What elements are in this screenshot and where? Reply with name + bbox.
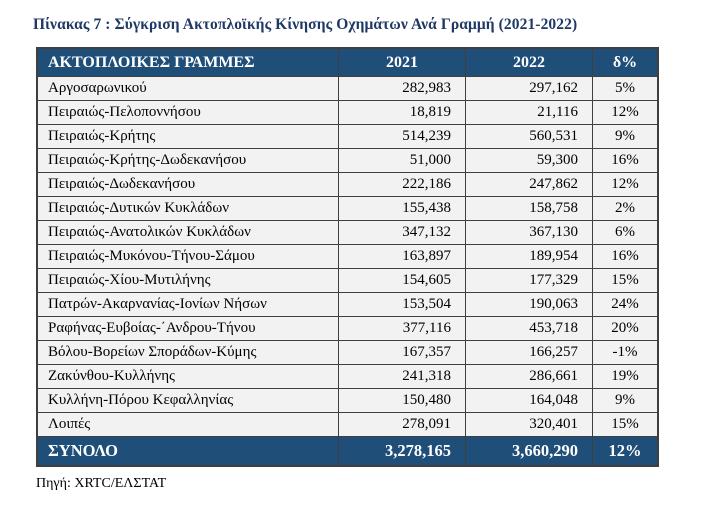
table-row: Ζακύνθου-Κυλλήνης 241,318 286,661 19% [36, 364, 659, 389]
value-2021: 241,318 [338, 364, 466, 389]
table-row: Πατρών-Ακαρνανίας-Ιονίων Νήσων 153,504 1… [36, 292, 659, 317]
value-2022: 247,862 [465, 172, 593, 197]
delta-percent: 16% [592, 244, 659, 269]
value-2022: 166,257 [465, 340, 593, 365]
value-2022: 560,531 [465, 124, 593, 149]
total-delta: 12% [592, 436, 659, 467]
table-row: Βόλου-Βορείων Σποράδων-Κύμης 167,357 166… [36, 340, 659, 365]
value-2022: 164,048 [465, 388, 593, 413]
value-2021: 51,000 [338, 148, 466, 173]
value-2022: 367,130 [465, 220, 593, 245]
header-2022: 2022 [465, 47, 593, 77]
delta-percent: 15% [592, 268, 659, 293]
route-name: Πειραιώς-Μυκόνου-Τήνου-Σάμου [36, 244, 339, 269]
route-name: Ζακύνθου-Κυλλήνης [36, 364, 339, 389]
delta-percent: 12% [592, 100, 659, 125]
route-name: Πειραιώς-Δυτικών Κυκλάδων [36, 196, 339, 221]
value-2022: 59,300 [465, 148, 593, 173]
table-row: Κυλλήνη-Πόρου Κεφαλληνίας 150,480 164,04… [36, 388, 659, 413]
value-2022: 320,401 [465, 412, 593, 437]
table-row: Πειραιώς-Δυτικών Κυκλάδων 155,438 158,75… [36, 196, 659, 221]
value-2021: 163,897 [338, 244, 466, 269]
route-name: Κυλλήνη-Πόρου Κεφαλληνίας [36, 388, 339, 413]
table-row: Πειραιώς-Χίου-Μυτιλήνης 154,605 177,329 … [36, 268, 659, 293]
value-2021: 154,605 [338, 268, 466, 293]
value-2022: 158,758 [465, 196, 593, 221]
route-name: Πατρών-Ακαρνανίας-Ιονίων Νήσων [36, 292, 339, 317]
value-2021: 150,480 [338, 388, 466, 413]
table-row: Λοιπές 278,091 320,401 15% [36, 412, 659, 437]
route-name: Πειραιώς-Πελοποννήσου [36, 100, 339, 125]
value-2022: 21,116 [465, 100, 593, 125]
value-2021: 282,983 [338, 76, 466, 101]
table-total-row: ΣΥΝΟΛΟ 3,278,165 3,660,290 12% [36, 436, 659, 467]
route-name: Βόλου-Βορείων Σποράδων-Κύμης [36, 340, 339, 365]
table-row: Πειραιώς-Πελοποννήσου 18,819 21,116 12% [36, 100, 659, 125]
delta-percent: 9% [592, 388, 659, 413]
route-name: Πειραιώς-Χίου-Μυτιλήνης [36, 268, 339, 293]
delta-percent: 24% [592, 292, 659, 317]
delta-percent: -1% [592, 340, 659, 365]
route-name: Αργοσαρωνικού [36, 76, 339, 101]
route-name: Πειραιώς-Δωδεκανήσου [36, 172, 339, 197]
value-2022: 453,718 [465, 316, 593, 341]
header-delta: δ% [592, 47, 659, 77]
route-name: Πειραιώς-Ανατολικών Κυκλάδων [36, 220, 339, 245]
value-2022: 286,661 [465, 364, 593, 389]
delta-percent: 20% [592, 316, 659, 341]
route-name: Ραφήνας-Ευβοίας-΄Ανδρου-Τήνου [36, 316, 339, 341]
value-2021: 222,186 [338, 172, 466, 197]
value-2021: 18,819 [338, 100, 466, 125]
report-page: Πίνακας 7 : Σύγκριση Ακτοπλοϊκής Κίνησης… [33, 16, 659, 491]
route-name: Πειραιώς-Κρήτης-Δωδεκανήσου [36, 148, 339, 173]
header-lines: ΑΚΤΟΠΛΟΙΚΕΣ ΓΡΑΜΜΕΣ [36, 47, 339, 77]
delta-percent: 19% [592, 364, 659, 389]
delta-percent: 15% [592, 412, 659, 437]
table-row: Πειραιώς-Κρήτης 514,239 560,531 9% [36, 124, 659, 149]
total-2022: 3,660,290 [465, 436, 593, 467]
page-title: Πίνακας 7 : Σύγκριση Ακτοπλοϊκής Κίνησης… [33, 16, 578, 33]
total-label: ΣΥΝΟΛΟ [36, 436, 339, 467]
value-2022: 190,063 [465, 292, 593, 317]
route-name: Πειραιώς-Κρήτης [36, 124, 339, 149]
delta-percent: 12% [592, 172, 659, 197]
value-2021: 167,357 [338, 340, 466, 365]
delta-percent: 5% [592, 76, 659, 101]
delta-percent: 16% [592, 148, 659, 173]
value-2021: 347,132 [338, 220, 466, 245]
table-row: Πειραιώς-Μυκόνου-Τήνου-Σάμου 163,897 189… [36, 244, 659, 269]
value-2021: 377,116 [338, 316, 466, 341]
header-2021: 2021 [338, 47, 466, 77]
value-2021: 155,438 [338, 196, 466, 221]
delta-percent: 9% [592, 124, 659, 149]
vehicle-traffic-table: ΑΚΤΟΠΛΟΙΚΕΣ ΓΡΑΜΜΕΣ 2021 2022 δ% Αργοσαρ… [36, 47, 659, 467]
table-row: Πειραιώς-Δωδεκανήσου 222,186 247,862 12% [36, 172, 659, 197]
total-2021: 3,278,165 [338, 436, 466, 467]
value-2021: 153,504 [338, 292, 466, 317]
table-row: Ραφήνας-Ευβοίας-΄Ανδρου-Τήνου 377,116 45… [36, 316, 659, 341]
route-name: Λοιπές [36, 412, 339, 437]
value-2022: 297,162 [465, 76, 593, 101]
source-note: Πηγή: XRTC/ΕΛΣΤΑΤ [36, 476, 167, 491]
value-2021: 514,239 [338, 124, 466, 149]
table-row: Αργοσαρωνικού 282,983 297,162 5% [36, 76, 659, 101]
table-row: Πειραιώς-Κρήτης-Δωδεκανήσου 51,000 59,30… [36, 148, 659, 173]
table-header-row: ΑΚΤΟΠΛΟΙΚΕΣ ΓΡΑΜΜΕΣ 2021 2022 δ% [36, 47, 659, 77]
value-2021: 278,091 [338, 412, 466, 437]
delta-percent: 6% [592, 220, 659, 245]
delta-percent: 2% [592, 196, 659, 221]
value-2022: 177,329 [465, 268, 593, 293]
value-2022: 189,954 [465, 244, 593, 269]
table-row: Πειραιώς-Ανατολικών Κυκλάδων 347,132 367… [36, 220, 659, 245]
